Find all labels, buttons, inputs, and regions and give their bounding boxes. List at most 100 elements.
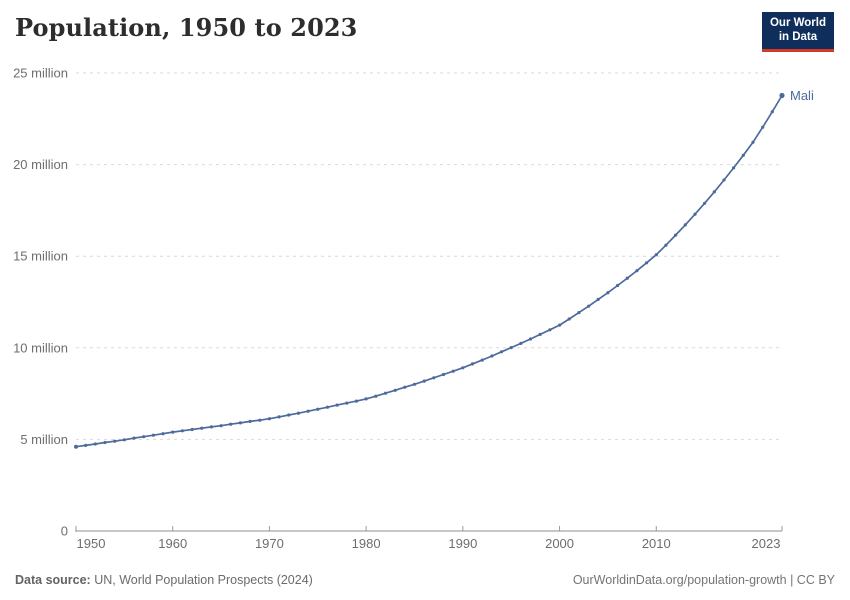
- data-point: [490, 354, 494, 358]
- data-point: [567, 317, 571, 321]
- owid-logo: Our World in Data: [761, 12, 834, 52]
- x-tick-label: 1990: [448, 536, 477, 551]
- data-point: [151, 433, 155, 437]
- data-point: [209, 425, 213, 429]
- y-tick-label: 20 million: [13, 157, 68, 172]
- data-point: [683, 223, 687, 227]
- data-point: [161, 432, 165, 436]
- data-point: [422, 379, 426, 383]
- data-point: [258, 418, 262, 422]
- data-point: [470, 362, 475, 366]
- mali-line: [75, 94, 783, 448]
- data-point: [345, 401, 349, 405]
- x-tick-label: 1980: [352, 536, 381, 551]
- data-point: [113, 439, 117, 443]
- x-tick-label: 1960: [158, 536, 187, 551]
- data-point: [306, 409, 310, 413]
- data-point: [703, 201, 707, 205]
- data-point: [93, 442, 97, 446]
- data-point: [441, 372, 446, 377]
- data-point: [499, 350, 504, 354]
- data-point: [219, 424, 223, 428]
- chart-footer: Data source: UN, World Population Prospe…: [15, 573, 835, 587]
- data-point: [248, 419, 252, 423]
- y-tick-label: 5 million: [20, 432, 68, 447]
- data-point: [480, 358, 484, 362]
- data-point: [84, 443, 88, 447]
- data-point: [412, 382, 417, 386]
- x-tick-label: 2023: [752, 536, 781, 551]
- data-point: [238, 421, 242, 425]
- x-tick-label: 1970: [255, 536, 284, 551]
- data-point: [519, 341, 523, 345]
- footer-credit: OurWorldinData.org/population-growth | C…: [572, 573, 835, 587]
- data-source-label: Data source:: [15, 573, 91, 587]
- data-point: [383, 391, 388, 395]
- data-point: [664, 243, 668, 247]
- data-point: [451, 369, 455, 373]
- y-tick-label: 10 million: [13, 340, 68, 355]
- data-point: [548, 328, 552, 332]
- data-point: [509, 346, 513, 350]
- data-point: [200, 426, 204, 430]
- data-point: [528, 337, 533, 341]
- data-point: [779, 92, 785, 99]
- data-point: [751, 140, 755, 144]
- data-point: [732, 166, 736, 170]
- data-source-text: UN, World Population Prospects (2024): [90, 573, 313, 587]
- data-point: [403, 385, 407, 389]
- data-point: [316, 407, 320, 411]
- data-point: [277, 415, 281, 419]
- data-point: [354, 399, 359, 403]
- data-point: [296, 411, 300, 415]
- data-point: [335, 403, 339, 407]
- data-point: [558, 323, 562, 327]
- data-point: [374, 394, 378, 398]
- chart-header: Population, 1950 to 2023 Our World in Da…: [0, 0, 850, 60]
- y-tick-label: 25 million: [13, 66, 68, 81]
- x-tick-label: 2000: [545, 536, 574, 551]
- entity-label-mali: Mali: [790, 88, 814, 103]
- data-point: [325, 405, 330, 409]
- data-point: [761, 125, 765, 129]
- data-point: [674, 233, 678, 237]
- data-point: [722, 178, 726, 182]
- y-tick-label: 15 million: [13, 249, 68, 264]
- x-tick-label: 2010: [642, 536, 671, 551]
- data-point: [538, 332, 542, 336]
- y-tick-label: 0: [61, 524, 68, 539]
- owid-logo-line2: in Data: [778, 30, 818, 43]
- data-point: [693, 212, 697, 216]
- data-point: [287, 413, 291, 417]
- data-source: Data source: UN, World Population Prospe…: [15, 573, 313, 587]
- data-point: [393, 388, 397, 392]
- data-point: [171, 430, 175, 434]
- data-point: [606, 291, 610, 295]
- data-point: [770, 110, 774, 114]
- data-point: [654, 253, 658, 257]
- data-point: [635, 269, 639, 273]
- data-point: [229, 422, 233, 426]
- data-point: [741, 153, 745, 157]
- data-point: [74, 444, 78, 449]
- data-point: [432, 376, 436, 380]
- data-point: [461, 366, 465, 370]
- data-point: [122, 438, 126, 442]
- data-point: [712, 190, 716, 194]
- chart-title: Population, 1950 to 2023: [15, 13, 358, 42]
- data-point: [267, 417, 271, 421]
- data-point: [577, 311, 581, 315]
- data-point: [625, 276, 629, 280]
- data-point: [587, 304, 591, 308]
- owid-logo-line1: Our World: [769, 17, 826, 29]
- data-point: [190, 427, 194, 432]
- data-point: [596, 297, 600, 301]
- data-point: [616, 283, 620, 288]
- data-point: [132, 436, 136, 440]
- x-tick-label: 1950: [77, 536, 106, 551]
- data-point: [103, 440, 107, 445]
- data-point: [180, 429, 184, 433]
- data-point: [645, 261, 649, 265]
